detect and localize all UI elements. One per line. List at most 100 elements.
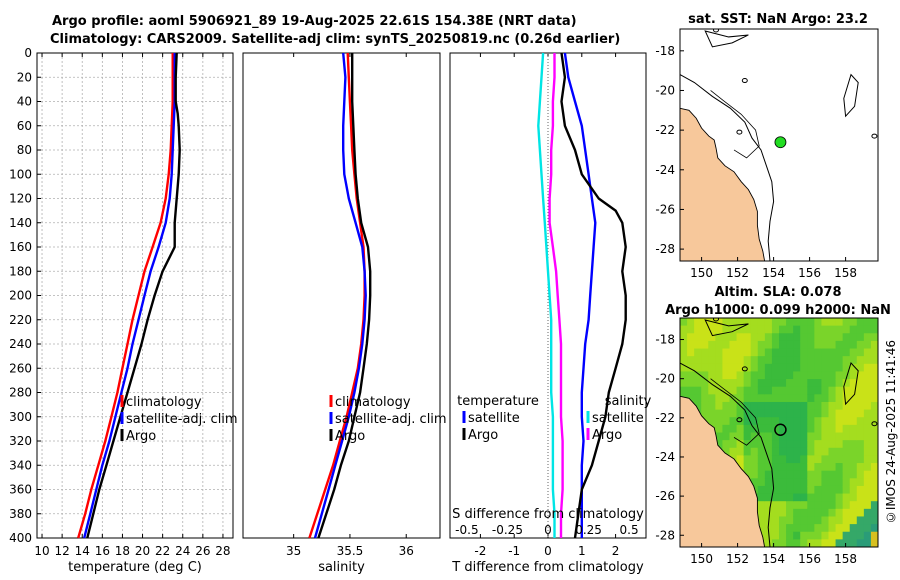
sla-cell <box>821 440 830 449</box>
salinity-profile-frame <box>242 52 441 539</box>
sla-cell <box>800 432 808 441</box>
sla-cell <box>694 340 702 350</box>
sla-cell <box>779 485 787 495</box>
temperature-profile-xtick-label: 12 <box>54 544 69 558</box>
sla-cell <box>793 478 801 487</box>
sla-cell <box>863 379 872 388</box>
sla-cell <box>814 493 823 502</box>
sla-cell <box>793 424 801 434</box>
sst-map-ytick-label: -24 <box>655 163 675 177</box>
sla-cell <box>842 325 851 334</box>
sla-cell <box>849 485 858 495</box>
sla-cell <box>849 417 858 426</box>
sla-cell <box>736 409 745 418</box>
sla-cell <box>835 447 844 456</box>
sla-cell <box>835 363 844 373</box>
sla-cell <box>863 470 872 479</box>
sla-cell <box>870 501 878 510</box>
sla-cell <box>729 409 738 418</box>
salinity-diff-tick-label: -0.5 <box>455 523 478 537</box>
sla-cell <box>856 386 865 395</box>
sla-cell <box>694 363 702 373</box>
sla-cell <box>828 401 837 411</box>
sla-cell <box>856 524 865 533</box>
salinity-legend-label: Argo <box>335 429 365 444</box>
difference-salinity-legend-label: satellite <box>592 411 644 426</box>
sla-cell <box>828 478 837 487</box>
difference-temperature-legend-label: satellite <box>468 411 520 426</box>
sla-cell <box>828 379 837 388</box>
sla-cell <box>715 356 724 365</box>
sla-cell <box>722 325 731 334</box>
difference-profile-xtick-label: -2 <box>474 544 486 558</box>
sla-cell <box>856 539 865 547</box>
sla-cell <box>849 455 858 464</box>
depth-tick-label: 300 <box>9 410 32 424</box>
sla-cell <box>771 371 780 380</box>
sla-cell <box>793 386 801 395</box>
difference-temperature-legend-label: Argo <box>468 428 498 443</box>
sla-cell <box>870 440 878 449</box>
sla-cell <box>736 356 745 365</box>
sla-cell <box>807 539 815 547</box>
sla-cell <box>849 409 858 418</box>
sla-map-reef-outline <box>710 378 760 446</box>
sla-cell <box>856 516 865 525</box>
sla-cell <box>821 379 830 388</box>
sst-map-xtick-label: 150 <box>690 266 713 280</box>
sla-cell <box>835 371 844 380</box>
sla-cell <box>779 394 787 403</box>
sla-cell <box>863 356 872 365</box>
sla-cell <box>764 318 773 327</box>
sla-cell <box>793 371 801 380</box>
sla-cell <box>715 363 724 373</box>
sla-cell <box>750 455 759 464</box>
sla-map-shelf-contour <box>680 362 775 547</box>
sla-cell <box>800 485 808 495</box>
sla-cell <box>743 348 752 357</box>
sla-cell <box>743 318 752 327</box>
sla-cell <box>835 463 844 472</box>
sla-cell <box>743 340 752 350</box>
sla-cell <box>771 401 780 411</box>
depth-tick-label: 260 <box>9 361 32 375</box>
sla-cell <box>849 440 858 449</box>
sla-cell <box>814 478 823 487</box>
sla-cell <box>800 356 808 365</box>
sla-cell <box>849 447 858 456</box>
sla-cell <box>849 401 858 411</box>
sla-cell <box>743 447 752 456</box>
sla-cell <box>750 318 759 327</box>
difference-legend-title-temperature: temperature <box>457 394 539 409</box>
sla-cell <box>793 363 801 373</box>
sla-cell <box>757 363 766 373</box>
sla-cell <box>849 371 858 380</box>
sla-cell <box>757 401 766 411</box>
difference-profile-xtick-label: 0 <box>544 544 552 558</box>
sla-cell <box>786 363 794 373</box>
sla-cell <box>849 516 858 525</box>
difference-top-label: S difference from climatology <box>452 507 644 522</box>
sst-map-ytick-label: -26 <box>655 202 675 216</box>
sla-cell <box>828 363 837 373</box>
sla-cell <box>715 440 724 449</box>
temperature-legend-label: satellite-adj. clim <box>126 412 238 427</box>
salinity-diff-tick-label: 0.25 <box>575 523 602 537</box>
sla-cell <box>835 318 844 327</box>
sla-cell <box>743 356 752 365</box>
depth-tick-label: 400 <box>9 531 32 545</box>
sla-cell <box>764 340 773 350</box>
sla-cell <box>814 401 823 411</box>
sla-cell <box>701 409 709 418</box>
sla-cell <box>786 539 794 547</box>
temperature-profile-xtick-label: 18 <box>115 544 130 558</box>
sla-cell <box>750 386 759 395</box>
sla-cell <box>793 463 801 472</box>
sla-cell <box>701 401 709 411</box>
sla-cell <box>842 432 851 441</box>
sla-cell <box>793 539 801 547</box>
sla-cell <box>771 348 780 357</box>
sla-cell <box>715 424 724 434</box>
sla-cell <box>764 501 773 510</box>
sla-cell <box>694 348 702 357</box>
